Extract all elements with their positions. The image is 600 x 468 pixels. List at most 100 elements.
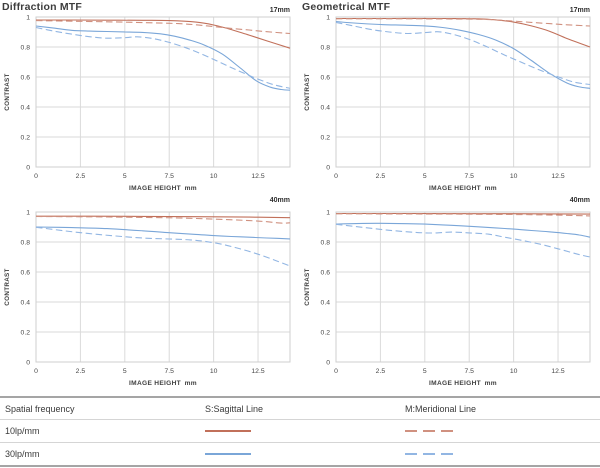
x-tick-label: 2.5 [376, 173, 386, 180]
x-axis-title: IMAGE HEIGHT mm [429, 185, 497, 192]
x-tick-label: 0 [34, 368, 38, 375]
y-tick-label: 0.4 [21, 104, 31, 111]
series-m-10lp-mm [335, 18, 591, 27]
y-tick-label: 0 [26, 164, 30, 171]
dashed-line-swatch-30lpmm [405, 453, 455, 455]
y-axis-title: CONTRAST [4, 73, 11, 110]
dashed-line-swatch-10lpmm [405, 430, 455, 432]
focal-length-label: 17mm [569, 7, 590, 14]
y-tick-label: 0.8 [321, 44, 331, 51]
y-tick-label: 0 [326, 359, 330, 366]
x-axis-title: IMAGE HEIGHT mm [129, 185, 197, 192]
x-tick-label: 12.5 [251, 368, 264, 375]
chart-geometrical-40mm: 40mm 1 0.8 0.6 0.4 0.2 0 0 2.5 5 7.5 10 12.5 IMAGE H… [300, 195, 600, 390]
y-tick-label: 0.2 [321, 134, 331, 141]
x-tick-label: 5 [423, 368, 427, 375]
mtf-plot-1: 1 0.8 0.6 0.4 0.2 00 2.5 5 7.5 10 12.5 IMAGE HEIGHT… [4, 14, 291, 192]
x-tick-label: 2.5 [76, 368, 86, 375]
y-tick-label: 0.6 [21, 269, 31, 276]
legend-table: Spatial frequency S:Sagittal Line M:Meri… [0, 396, 600, 467]
focal-length-label: 40mm [569, 197, 590, 204]
series-s-30lp-mm [335, 222, 591, 238]
mtf-plot-4: 1 0.8 0.6 0.4 0.2 00 2.5 5 7.5 10 12.5 IMAGE HEIGHT… [304, 209, 591, 387]
series-m-10lp-mm [35, 215, 291, 224]
series-m-30lp-mm [35, 226, 291, 267]
series-m-30lp-mm [335, 21, 591, 86]
y-tick-label: 0 [26, 359, 30, 366]
series-s-30lp-mm [35, 25, 291, 91]
chart-geometrical-17mm: Geometrical MTF 17mm 1 0.8 0.6 0.4 0.2 0 0 2.5 5… [300, 0, 600, 195]
series-m-10lp-mm [335, 213, 591, 217]
x-tick-label: 5 [423, 173, 427, 180]
plot-border [35, 211, 291, 363]
y-axis-title: CONTRAST [304, 73, 311, 110]
x-tick-label: 2.5 [76, 173, 86, 180]
focal-length-label: 40mm [269, 197, 290, 204]
legend-row-30lpmm: 30lp/mm [0, 443, 600, 465]
x-tick-label: 0 [334, 173, 338, 180]
y-tick-label: 0 [326, 164, 330, 171]
sagittal-30lpmm-swatch-cell [205, 453, 405, 455]
y-tick-label: 0.6 [321, 269, 331, 276]
x-tick-label: 7.5 [164, 173, 174, 180]
y-tick-label: 1 [26, 209, 30, 216]
y-tick-label: 0.8 [21, 239, 31, 246]
plot-border [335, 16, 591, 168]
x-tick-label: 10 [210, 173, 218, 180]
series-m-30lp-mm [35, 26, 291, 89]
x-tick-label: 5 [123, 368, 127, 375]
y-tick-label: 0.4 [321, 104, 331, 111]
x-tick-label: 12.5 [251, 173, 264, 180]
mtf-plot-3: 1 0.8 0.6 0.4 0.2 00 2.5 5 7.5 10 12.5 IMAGE HEIGHT… [4, 209, 291, 387]
y-tick-label: 0.8 [21, 44, 31, 51]
sagittal-line-header: S:Sagittal Line [205, 403, 264, 414]
x-tick-label: 0 [34, 173, 38, 180]
y-tick-label: 0.6 [321, 74, 331, 81]
sagittal-10lpmm-swatch-cell [205, 430, 405, 432]
x-axis-title: IMAGE HEIGHT mm [429, 380, 497, 387]
y-axis-title: CONTRAST [304, 268, 311, 305]
freq-10lpmm-label: 10lp/mm [5, 426, 40, 436]
x-tick-label: 7.5 [464, 173, 474, 180]
x-tick-label: 10 [510, 173, 518, 180]
y-tick-label: 1 [326, 14, 330, 21]
series-m-30lp-mm [335, 223, 591, 258]
chart-diffraction-17mm: Diffraction MTF 17mm 1 0.8 0.6 0.4 0.2 0 0 2.5 5… [0, 0, 300, 195]
chart-title-diffraction: Diffraction MTF [2, 1, 82, 13]
y-tick-label: 0.8 [321, 239, 331, 246]
series-s-10lp-mm [35, 19, 291, 49]
y-tick-label: 0.2 [21, 134, 31, 141]
chart-diffraction-40mm: 40mm 1 0.8 0.6 0.4 0.2 0 0 2.5 5 7.5 10 12.5 IMAGE H… [0, 195, 300, 390]
y-tick-label: 1 [326, 209, 330, 216]
meridional-10lpmm-swatch-cell [405, 430, 600, 432]
legend-header-row: Spatial frequency S:Sagittal Line M:Meri… [0, 398, 600, 420]
chart-title-geometrical: Geometrical MTF [302, 1, 391, 13]
mtf-plot-2: 1 0.8 0.6 0.4 0.2 00 2.5 5 7.5 10 12.5 IMAGE HEIGHT… [304, 14, 591, 192]
x-tick-label: 2.5 [376, 368, 386, 375]
x-tick-label: 7.5 [164, 368, 174, 375]
y-tick-label: 0.2 [321, 329, 331, 336]
solid-line-swatch-30lpmm [205, 453, 251, 455]
spatial-frequency-header: Spatial frequency [5, 403, 75, 414]
x-tick-label: 7.5 [464, 368, 474, 375]
x-tick-label: 12.5 [551, 173, 564, 180]
plot-border [335, 211, 591, 363]
series-s-10lp-mm [336, 17, 591, 48]
x-tick-label: 0 [334, 368, 338, 375]
plot-border [35, 16, 291, 168]
freq-30lpmm-label: 30lp/mm [5, 449, 40, 459]
series-s-30lp-mm [35, 226, 291, 240]
x-tick-label: 5 [123, 173, 127, 180]
y-tick-label: 1 [26, 14, 30, 21]
mtf-charts-grid: Diffraction MTF 17mm 1 0.8 0.6 0.4 0.2 0 0 2.5 5… [0, 0, 600, 390]
y-tick-label: 0.6 [21, 74, 31, 81]
y-tick-label: 0.2 [21, 329, 31, 336]
y-tick-label: 0.4 [321, 299, 331, 306]
series-m-10lp-mm [35, 20, 291, 35]
x-tick-label: 10 [210, 368, 218, 375]
x-tick-label: 12.5 [551, 368, 564, 375]
y-tick-label: 0.4 [21, 299, 31, 306]
legend-row-10lpmm: 10lp/mm [0, 420, 600, 443]
meridional-30lpmm-swatch-cell [405, 453, 600, 455]
solid-line-swatch-10lpmm [205, 430, 251, 432]
